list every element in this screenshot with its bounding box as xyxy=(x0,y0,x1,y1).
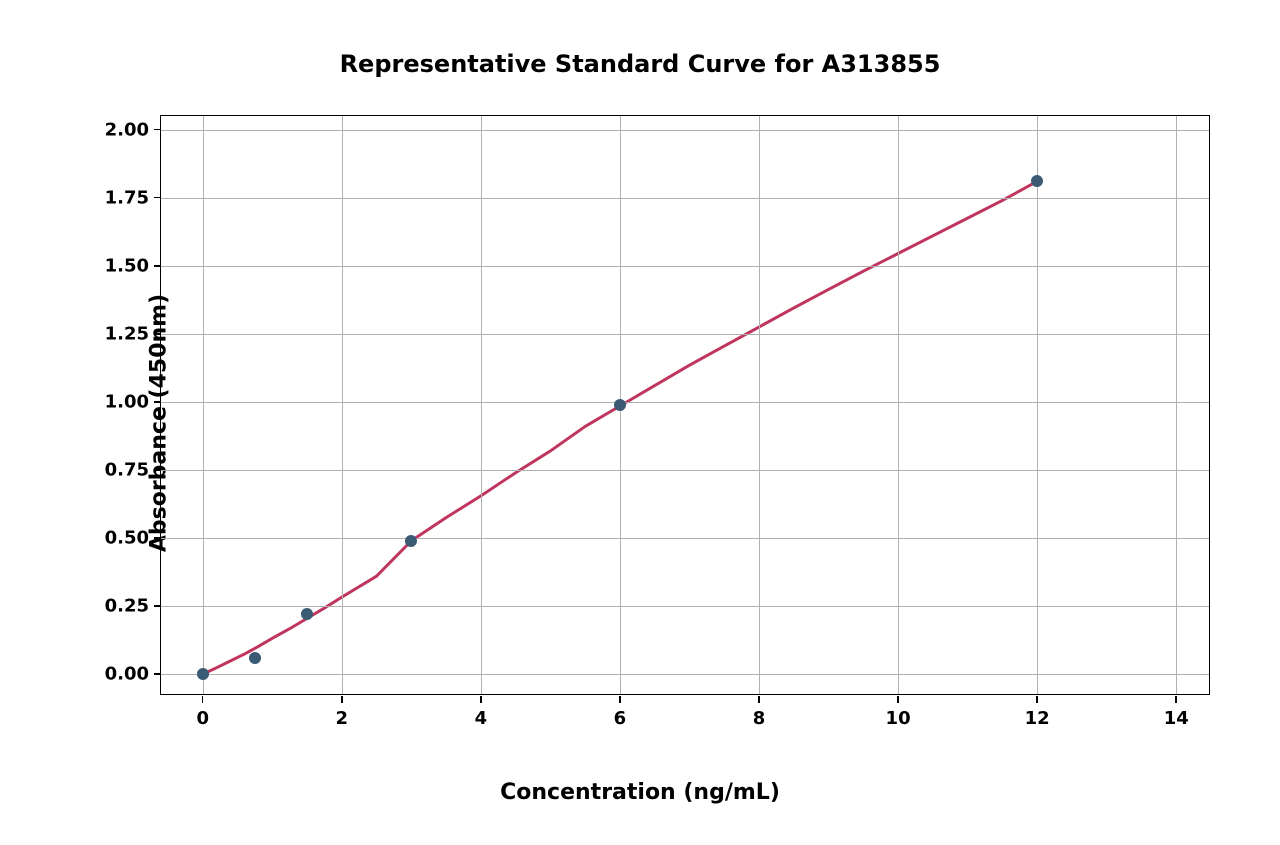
x-tick xyxy=(341,696,343,703)
y-tick-label: 1.00 xyxy=(89,391,149,412)
x-tick xyxy=(758,696,760,703)
y-tick xyxy=(154,469,161,471)
y-tick-label: 0.50 xyxy=(89,528,149,549)
x-tick-label: 14 xyxy=(1164,708,1189,729)
x-tick xyxy=(202,696,204,703)
fit-curve xyxy=(161,116,1211,696)
gridline-vertical xyxy=(1176,116,1177,694)
y-tick xyxy=(154,673,161,675)
y-tick xyxy=(154,197,161,199)
y-tick-label: 2.00 xyxy=(89,119,149,140)
y-tick xyxy=(154,129,161,131)
y-tick xyxy=(154,537,161,539)
x-tick-label: 10 xyxy=(886,708,911,729)
x-tick-label: 12 xyxy=(1025,708,1050,729)
chart-title: Representative Standard Curve for A31385… xyxy=(0,50,1280,78)
gridline-vertical xyxy=(1037,116,1038,694)
gridline-horizontal xyxy=(161,334,1209,335)
gridline-horizontal xyxy=(161,674,1209,675)
data-point xyxy=(197,668,209,680)
data-point xyxy=(405,535,417,547)
y-tick-label: 0.25 xyxy=(89,596,149,617)
gridline-horizontal xyxy=(161,402,1209,403)
gridline-vertical xyxy=(342,116,343,694)
data-point xyxy=(249,652,261,664)
gridline-horizontal xyxy=(161,266,1209,267)
data-point xyxy=(301,608,313,620)
x-tick xyxy=(897,696,899,703)
y-tick xyxy=(154,265,161,267)
gridline-vertical xyxy=(203,116,204,694)
y-tick-label: 0.75 xyxy=(89,459,149,480)
x-tick-label: 8 xyxy=(753,708,766,729)
y-tick-label: 1.75 xyxy=(89,187,149,208)
gridline-vertical xyxy=(898,116,899,694)
y-tick xyxy=(154,401,161,403)
x-tick-label: 2 xyxy=(336,708,349,729)
plot-area: 024681012140.000.250.500.751.001.251.501… xyxy=(160,115,1210,695)
gridline-horizontal xyxy=(161,606,1209,607)
x-tick-label: 6 xyxy=(614,708,627,729)
x-tick xyxy=(480,696,482,703)
gridline-vertical xyxy=(481,116,482,694)
gridline-horizontal xyxy=(161,130,1209,131)
x-tick-label: 0 xyxy=(196,708,209,729)
gridline-horizontal xyxy=(161,198,1209,199)
x-axis-label: Concentration (ng/mL) xyxy=(0,780,1280,805)
gridline-horizontal xyxy=(161,470,1209,471)
y-tick-label: 1.50 xyxy=(89,255,149,276)
y-tick xyxy=(154,605,161,607)
data-point xyxy=(614,399,626,411)
data-point xyxy=(1031,175,1043,187)
y-tick-label: 0.00 xyxy=(89,664,149,685)
x-tick-label: 4 xyxy=(475,708,488,729)
gridline-horizontal xyxy=(161,538,1209,539)
y-tick-label: 1.25 xyxy=(89,323,149,344)
standard-curve-chart: Representative Standard Curve for A31385… xyxy=(0,0,1280,845)
y-tick xyxy=(154,333,161,335)
gridline-vertical xyxy=(759,116,760,694)
x-tick xyxy=(1175,696,1177,703)
x-tick xyxy=(1036,696,1038,703)
x-tick xyxy=(619,696,621,703)
